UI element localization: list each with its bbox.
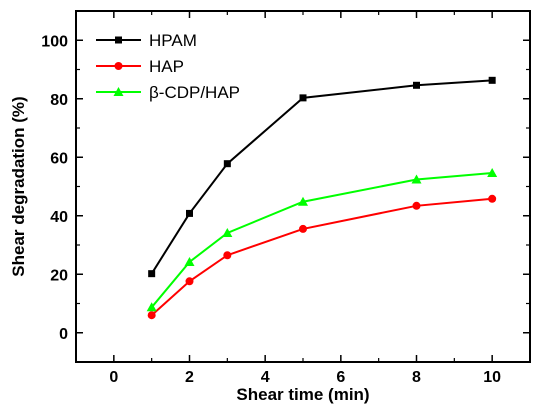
data-point [223, 251, 232, 260]
y-tick-label: 40 [50, 209, 68, 226]
legend-label: β-CDP/HAP [149, 83, 240, 102]
legend-marker [113, 87, 124, 96]
y-tick-label: 100 [41, 33, 68, 50]
y-tick-label: 60 [50, 150, 68, 167]
y-tick-label: 20 [50, 267, 68, 284]
data-point [488, 76, 496, 84]
data-point [184, 256, 195, 266]
data-point [412, 201, 421, 210]
data-point [222, 228, 233, 238]
data-point [147, 311, 156, 320]
series-layer [146, 76, 498, 320]
series-line [150, 79, 493, 275]
data-point [411, 174, 422, 184]
y-axis-title: Shear degradation (%) [9, 96, 28, 276]
y-tick-label: 0 [59, 326, 68, 343]
data-point [298, 196, 308, 206]
x-axis-title: Shear time (min) [236, 385, 369, 404]
series-0 [148, 76, 496, 278]
series-line [150, 197, 493, 316]
series-2 [146, 168, 498, 312]
x-tick-label: 0 [109, 369, 118, 386]
data-point [299, 94, 307, 102]
data-point [185, 277, 194, 286]
legend-label: HAP [149, 57, 184, 76]
data-point [186, 209, 193, 217]
legend-label: HPAM [149, 31, 197, 50]
data-point [487, 168, 498, 178]
legend: HPAM HAP β-CDP/HAP [96, 31, 240, 102]
y-tick-label: 80 [50, 92, 68, 109]
x-tick-label: 10 [483, 369, 501, 386]
data-point [146, 302, 157, 312]
data-point [413, 81, 420, 89]
series-line [150, 172, 493, 308]
data-point [148, 270, 156, 278]
x-tick-label: 4 [261, 369, 270, 386]
legend-marker [115, 36, 122, 44]
legend-marker [114, 62, 123, 70]
data-point [299, 224, 307, 233]
x-tick-label: 8 [412, 369, 421, 386]
x-tick-label: 6 [336, 369, 345, 386]
data-point [488, 194, 497, 203]
plot-frame [75, 10, 531, 363]
axis-ticks [76, 11, 530, 362]
data-point [223, 160, 231, 168]
x-tick-label: 2 [185, 369, 194, 386]
series-1 [147, 194, 497, 320]
